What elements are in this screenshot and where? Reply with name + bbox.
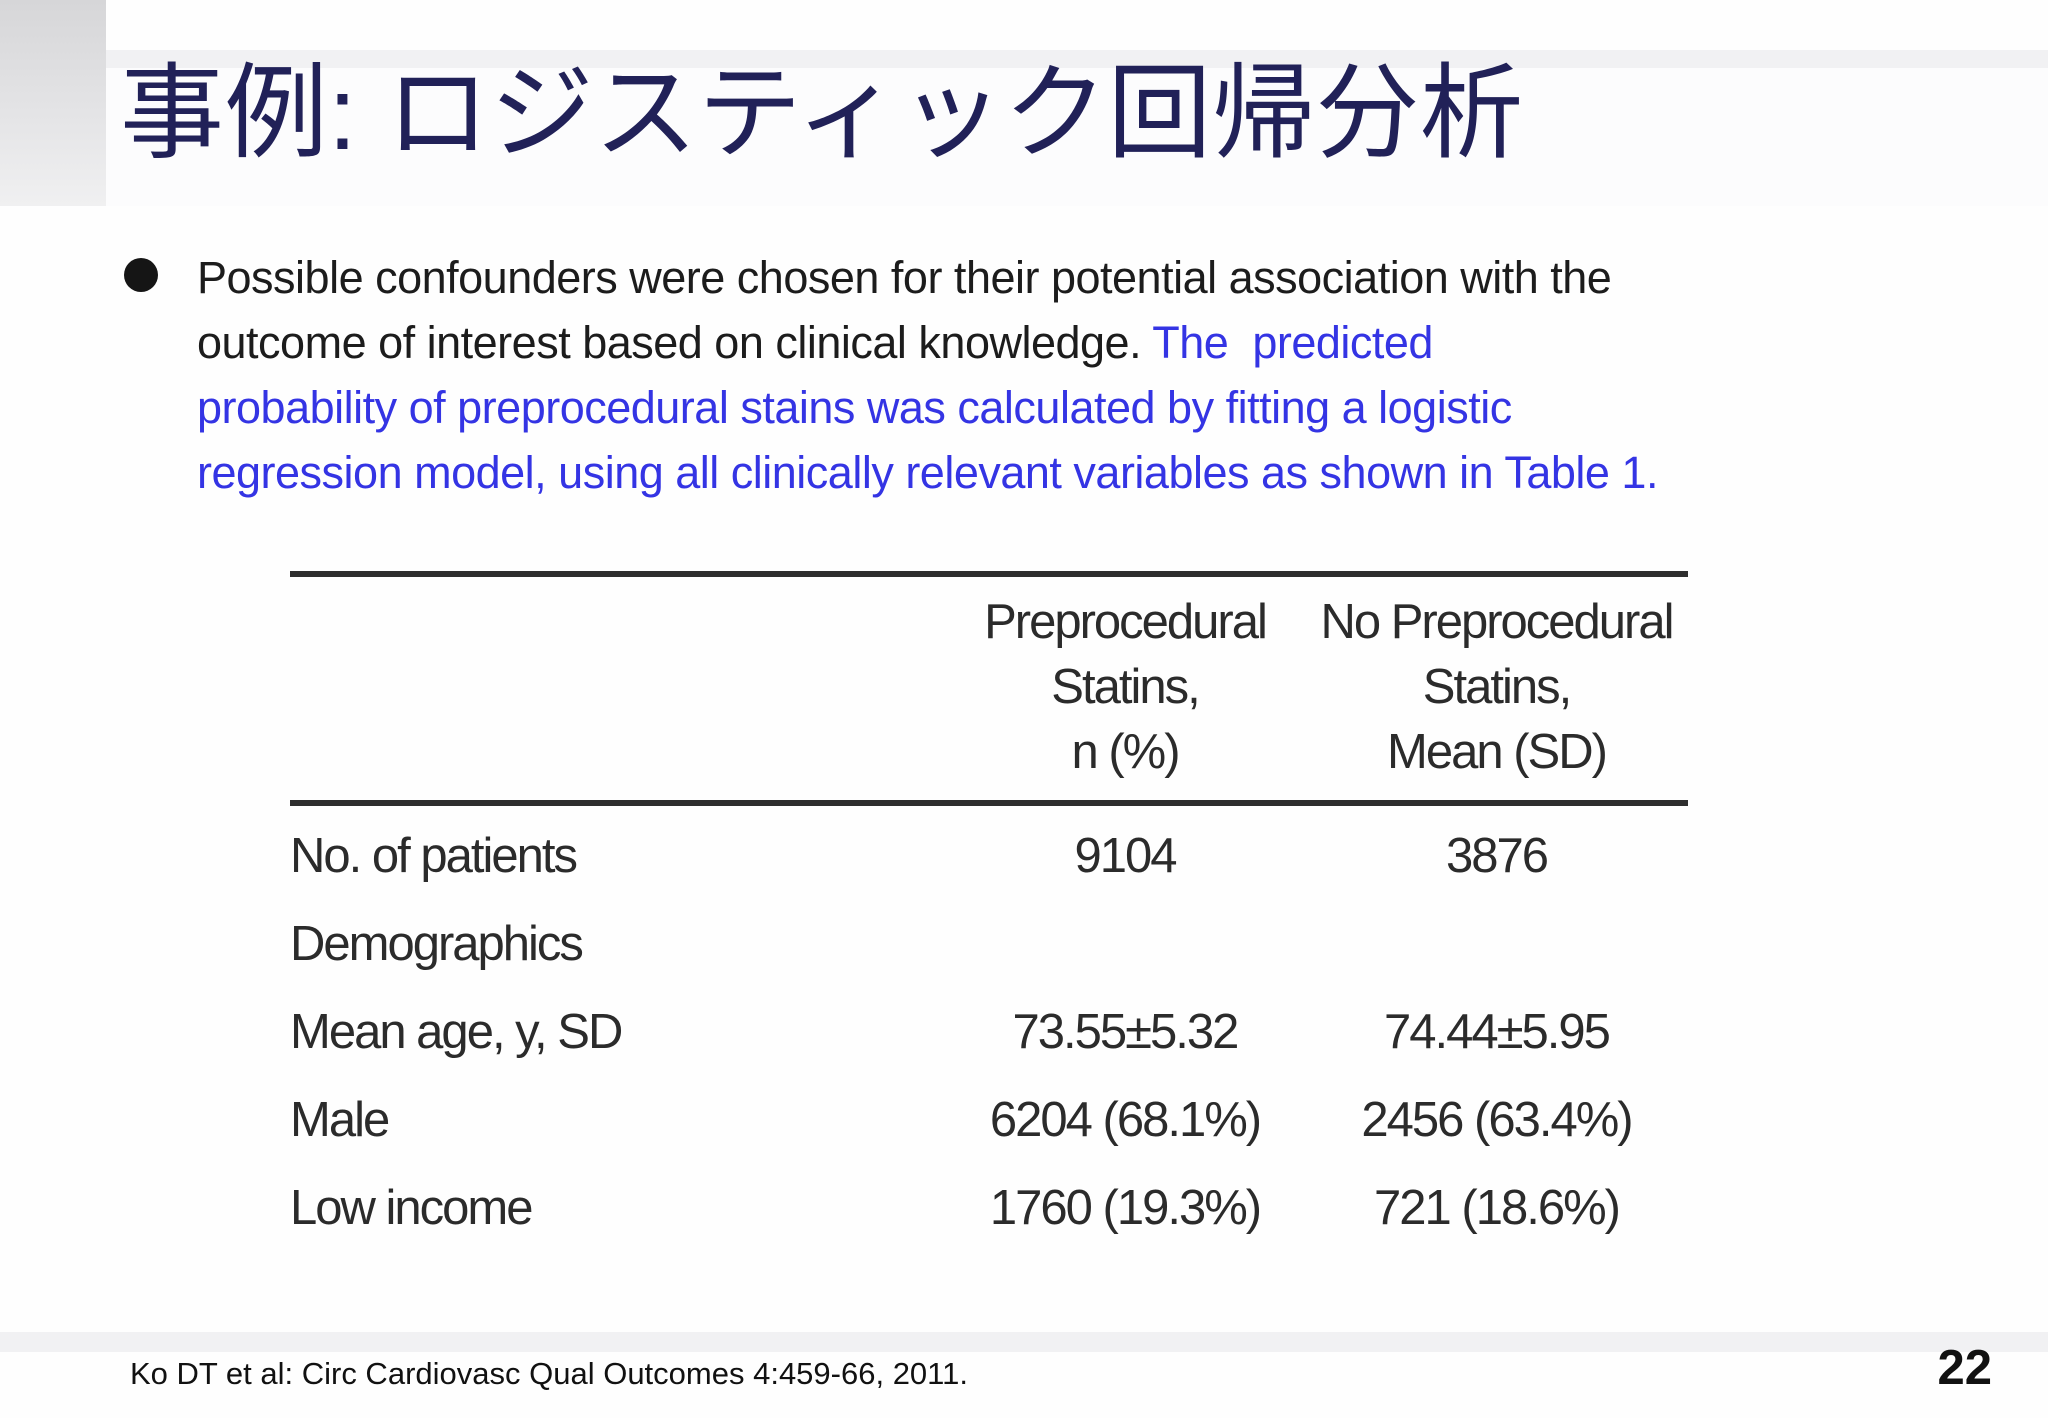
table-header-col3-line: Mean (SD) [1387,725,1608,779]
table-header-col2-line: Statins, [1051,660,1200,714]
table-header-col3: No Preprocedural Statins, Mean (SD) [1305,590,1688,785]
row-label: Low income [290,1181,533,1235]
table-header-col2-line: n (%) [1071,725,1180,779]
row-value-col3: 74.44±5.95 [1384,1005,1611,1059]
slide-title: 事例: ロジスティック回帰分析 [120,56,1524,172]
table-row: Demographics [290,900,1688,988]
bullet-line-3: probability of preprocedural stains was … [197,375,1658,440]
bullet-line-2-blue: The predicted [1141,317,1433,368]
table-header-col2: Preprocedural Statins, n (%) [945,590,1305,785]
bullet-line-4-blue: regression model, using all clinically r… [197,447,1658,498]
row-label: Mean age, y, SD [290,1005,623,1059]
table-row: Male 6204 (68.1%) 2456 (63.4%) [290,1076,1688,1164]
bullet-line-2-black: outcome of interest based on clinical kn… [197,317,1142,368]
row-value-col3: 721 (18.6%) [1374,1181,1621,1235]
row-value-col3: 3876 [1445,829,1549,883]
bullet-icon [124,258,158,292]
table-header-col2-line: Preprocedural [984,595,1268,649]
table-top-rule [290,571,1688,577]
table-header-col3-line: Statins, [1422,660,1572,714]
row-value-col2: 6204 (68.1%) [989,1093,1262,1147]
table-header-col3-line: No Preprocedural [1320,595,1674,649]
page-number: 22 [1937,1341,1992,1395]
table-mid-rule [290,800,1688,806]
table-header-row: Preprocedural Statins, n (%) No Preproce… [290,577,1688,800]
bullet-paragraph: Possible confounders were chosen for the… [197,245,1658,505]
bullet-line-1-black: Possible confounders were chosen for the… [197,252,1612,303]
row-value-col2: 1760 (19.3%) [989,1181,1262,1235]
bullet-line-2: outcome of interest based on clinical kn… [197,310,1658,375]
row-value-col3: 2456 (63.4%) [1361,1093,1633,1147]
bullet-line-1: Possible confounders were chosen for the… [197,245,1658,310]
row-value-col2: 73.55±5.32 [1012,1005,1240,1059]
row-value-col2: 9104 [1074,829,1177,883]
statins-table: Preprocedural Statins, n (%) No Preproce… [290,571,1688,1252]
table-row: Low income 1760 (19.3%) 721 (18.6%) [290,1164,1688,1252]
title-strip [106,68,2048,206]
header-band [106,50,2048,68]
corner-decoration [0,0,106,206]
table-row: No. of patients 9104 3876 [290,812,1688,900]
bullet-line-4: regression model, using all clinically r… [197,440,1658,505]
row-label: Demographics [290,917,584,971]
table-body: No. of patients 9104 3876 Demographics M… [290,806,1688,1252]
row-label: Male [290,1093,390,1147]
bullet-line-3-blue: probability of preprocedural stains was … [197,382,1512,433]
table-header-label-cell [290,590,945,785]
table-row: Mean age, y, SD 73.55±5.32 74.44±5.95 [290,988,1688,1076]
row-label: No. of patients [290,829,578,883]
citation: Ko DT et al: Circ Cardiovasc Qual Outcom… [130,1356,968,1391]
footer-band [0,1332,2048,1352]
